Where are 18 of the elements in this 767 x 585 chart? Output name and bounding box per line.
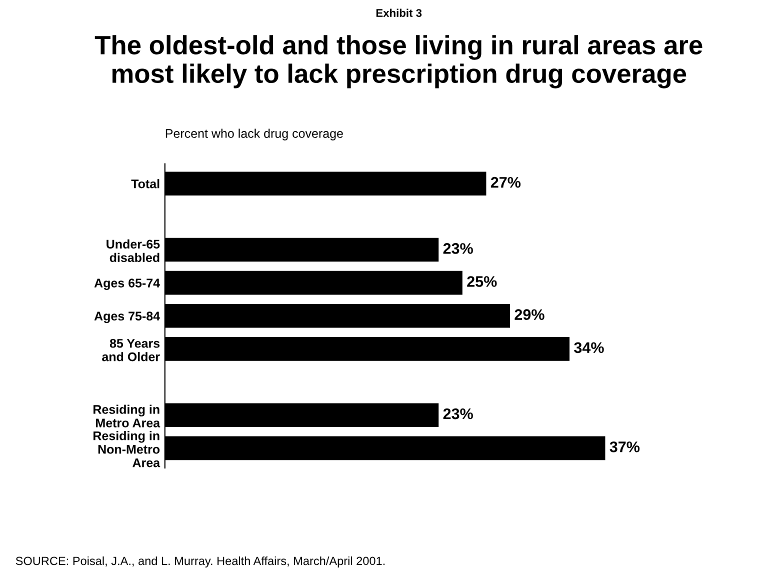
y-tick-label: 85 Years and Older [102, 338, 160, 362]
data-label: 34% [574, 342, 604, 354]
y-tick-label: Total [131, 179, 160, 188]
y-tick-label: Under-65 disabled [106, 239, 160, 262]
data-label: 27% [490, 176, 521, 188]
y-tick-label: Ages 65-74 [94, 278, 160, 290]
text: Exhibit 3 [376, 8, 422, 17]
data-label: 29% [514, 309, 544, 320]
y-tick-label: Ages 75-84 [94, 312, 160, 324]
source-note: SOURCE: Poisal, J.A., and L. Murray. Health Affairs, March/April 2001. [16, 556, 385, 568]
data-label: 25% [467, 276, 497, 287]
data-label: 23% [443, 243, 473, 254]
chart-subtitle: Percent who lack drug coverage [166, 128, 343, 140]
y-tick-label: Residing in Metro Area [94, 404, 160, 428]
data-label: 23% [443, 408, 473, 420]
chart-title: The oldest-old and those living in rural areas are most likely to lack prescription drug coverage [94, 35, 702, 88]
data-label: 37% [610, 441, 640, 452]
y-tick-label: Residing in Non-Metro Area [94, 431, 160, 468]
